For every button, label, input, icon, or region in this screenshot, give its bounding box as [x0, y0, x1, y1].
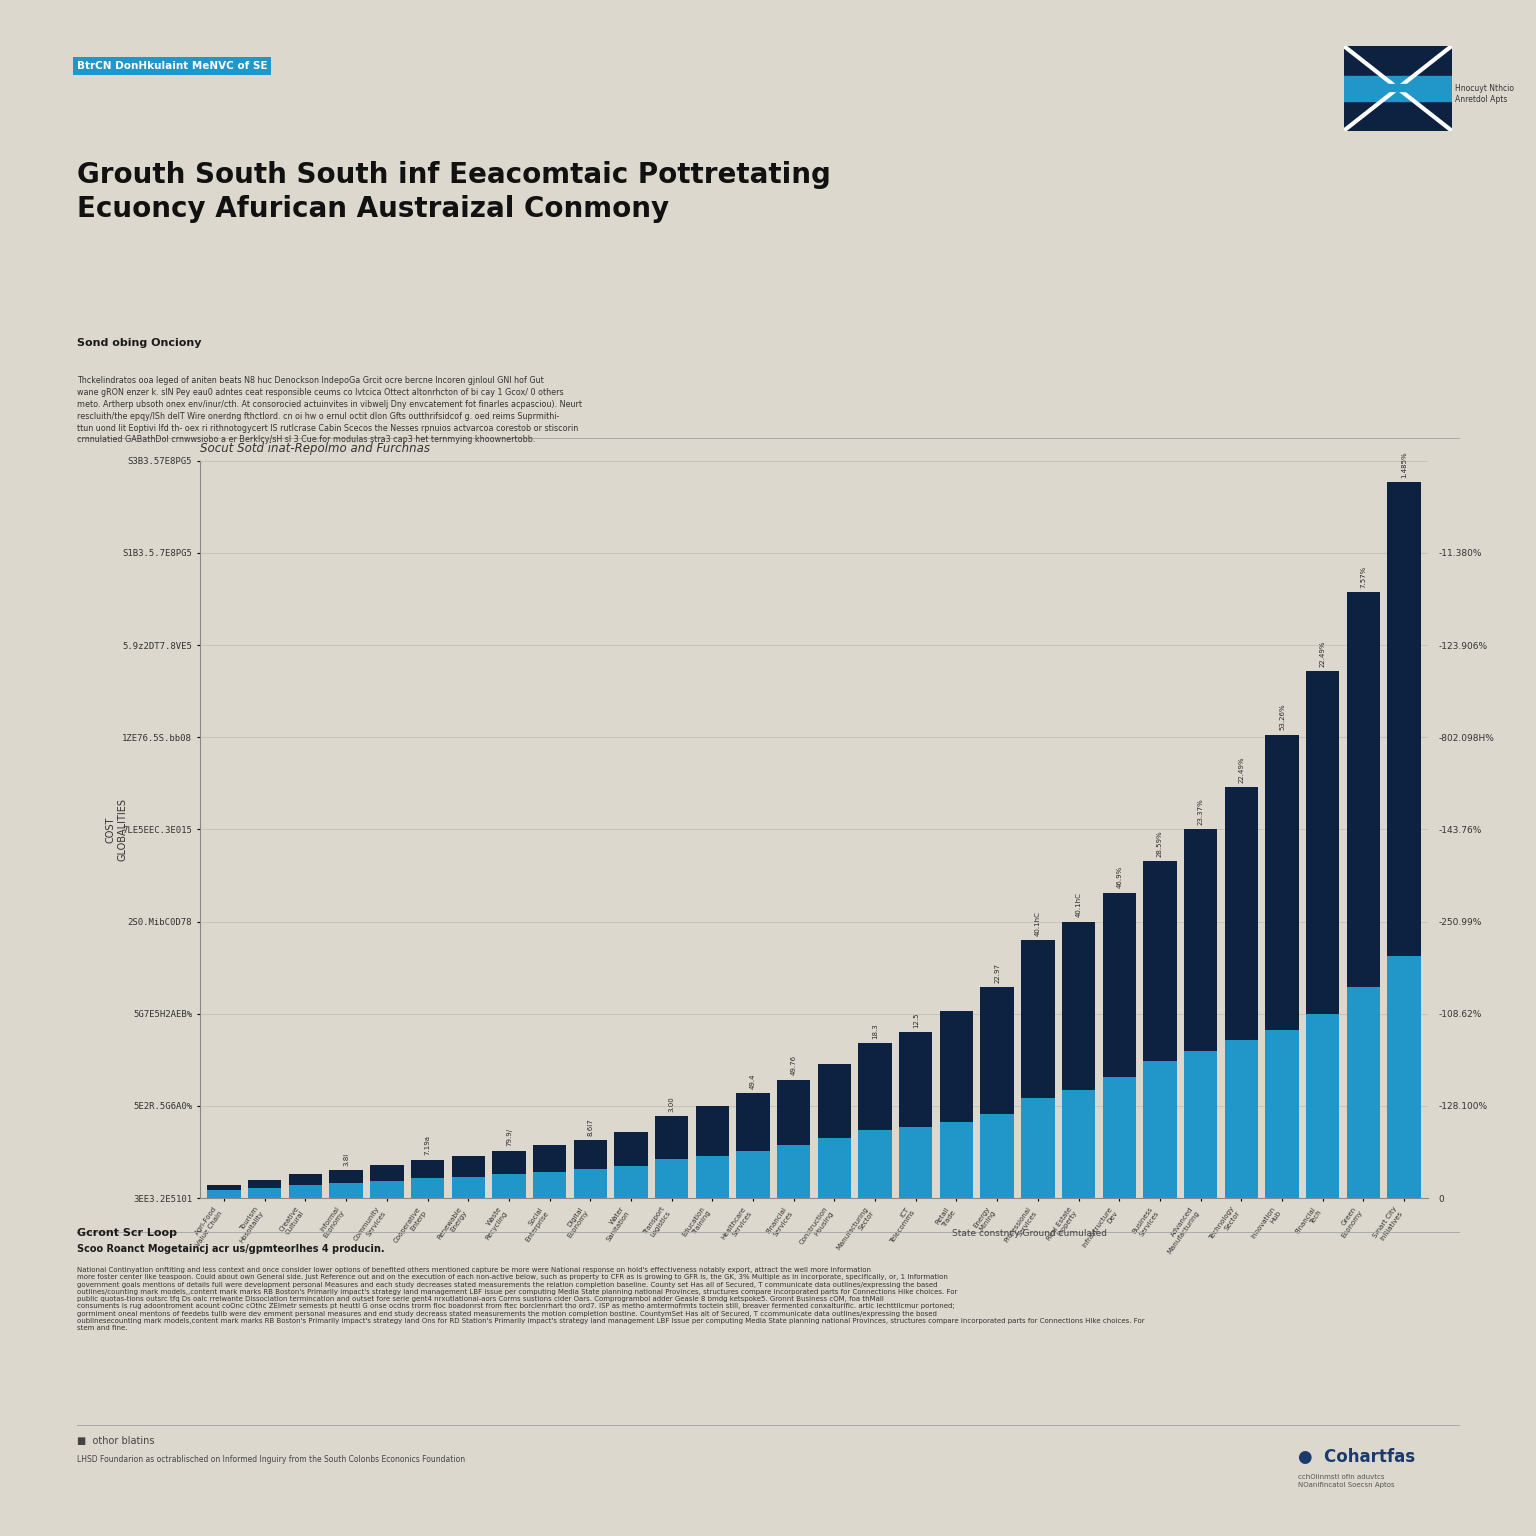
- Bar: [1061, 922, 1095, 1091]
- Text: 53.26%: 53.26%: [1279, 703, 1286, 731]
- Text: cchOiinmstl ofin aduvtcs
NOanifincatol Soecsn Aptos: cchOiinmstl ofin aduvtcs NOanifincatol S…: [1298, 1475, 1395, 1488]
- Bar: [1344, 75, 1452, 101]
- Bar: [817, 1138, 851, 1198]
- Y-axis label: COST
GLOBALITIES: COST GLOBALITIES: [106, 797, 127, 862]
- Text: 7.19a: 7.19a: [424, 1135, 430, 1155]
- Bar: [899, 1127, 932, 1198]
- Bar: [736, 1150, 770, 1198]
- Bar: [410, 1178, 444, 1198]
- Bar: [1387, 482, 1421, 955]
- Bar: [1184, 829, 1218, 1051]
- Bar: [370, 1166, 404, 1181]
- Text: Scoo Roanct Mogetaincj acr us/gpmteorlhes 4 producin.: Scoo Roanct Mogetaincj acr us/gpmteorlhe…: [77, 1244, 384, 1253]
- Text: ●  Cohartfas: ● Cohartfas: [1298, 1448, 1415, 1467]
- Text: 1.485%: 1.485%: [1401, 452, 1407, 478]
- Bar: [533, 1172, 567, 1198]
- Text: Gcront Scr Loop: Gcront Scr Loop: [77, 1229, 177, 1238]
- Bar: [696, 1106, 730, 1157]
- Text: Thckelindratos ooa leged of aniten beats N8 huc Denockson IndepoGa Grcit ocre be: Thckelindratos ooa leged of aniten beats…: [77, 376, 582, 444]
- Bar: [573, 1169, 607, 1198]
- Text: ■  othor blatins: ■ othor blatins: [77, 1436, 154, 1445]
- Bar: [899, 1032, 932, 1127]
- Bar: [980, 1114, 1014, 1198]
- Bar: [1103, 892, 1137, 1077]
- Text: 3.00: 3.00: [668, 1097, 674, 1112]
- Text: 79.9/: 79.9/: [505, 1129, 511, 1146]
- Bar: [1347, 988, 1379, 1198]
- Bar: [654, 1158, 688, 1198]
- Text: 49.76: 49.76: [791, 1055, 797, 1075]
- Bar: [249, 1180, 281, 1187]
- Bar: [1143, 862, 1177, 1061]
- Bar: [859, 1043, 892, 1129]
- Bar: [207, 1184, 241, 1190]
- Text: 40.1hC: 40.1hC: [1075, 892, 1081, 917]
- Text: 3.8l: 3.8l: [343, 1152, 349, 1166]
- Bar: [980, 988, 1014, 1114]
- Text: 46.9%: 46.9%: [1117, 866, 1123, 888]
- Bar: [330, 1170, 362, 1183]
- Bar: [654, 1117, 688, 1158]
- Bar: [859, 1129, 892, 1198]
- Bar: [817, 1064, 851, 1138]
- Bar: [1224, 1040, 1258, 1198]
- Text: LHSD Foundarion as octrablisched on Informed Inguiry from the South Colonbs Econ: LHSD Foundarion as octrablisched on Info…: [77, 1455, 465, 1464]
- Bar: [1061, 1091, 1095, 1198]
- Text: 12.5: 12.5: [912, 1012, 919, 1028]
- Bar: [452, 1177, 485, 1198]
- Text: 22.49%: 22.49%: [1319, 641, 1326, 667]
- Bar: [1387, 955, 1421, 1198]
- Text: 28.59%: 28.59%: [1157, 829, 1163, 857]
- Text: Socut Sotd inat-Repolmo and Furchnas: Socut Sotd inat-Repolmo and Furchnas: [200, 442, 430, 456]
- Bar: [940, 1121, 974, 1198]
- Bar: [533, 1146, 567, 1172]
- Bar: [330, 1183, 362, 1198]
- Text: 23.37%: 23.37%: [1198, 799, 1204, 825]
- Bar: [452, 1157, 485, 1177]
- Bar: [410, 1160, 444, 1178]
- Text: State constncy Ground cumulated: State constncy Ground cumulated: [952, 1229, 1107, 1238]
- Bar: [614, 1166, 648, 1198]
- Text: 22.49%: 22.49%: [1238, 757, 1244, 783]
- Text: 40.1hC: 40.1hC: [1035, 911, 1041, 935]
- Bar: [1021, 1098, 1055, 1198]
- Bar: [249, 1187, 281, 1198]
- Bar: [573, 1140, 607, 1169]
- Bar: [1306, 1014, 1339, 1198]
- Bar: [1103, 1077, 1137, 1198]
- Bar: [289, 1184, 323, 1198]
- Bar: [207, 1190, 241, 1198]
- Text: BtrCN DonHkulaint MeNVC of SE: BtrCN DonHkulaint MeNVC of SE: [77, 61, 267, 71]
- Text: 18.3: 18.3: [872, 1023, 879, 1038]
- Bar: [736, 1092, 770, 1150]
- Bar: [1184, 1051, 1218, 1198]
- Text: Sond obing Onciony: Sond obing Onciony: [77, 338, 201, 347]
- Bar: [1266, 1029, 1298, 1198]
- Text: 49.4: 49.4: [750, 1074, 756, 1089]
- Text: 8.6l7: 8.6l7: [587, 1118, 593, 1137]
- Bar: [1306, 671, 1339, 1014]
- Bar: [1266, 734, 1298, 1029]
- Bar: [1224, 788, 1258, 1040]
- Text: Grouth South South inf Eeacomtaic Pottretating
Ecuoncy Afurican Austraizal Conmo: Grouth South South inf Eeacomtaic Pottre…: [77, 161, 831, 223]
- Text: 22.97: 22.97: [994, 963, 1000, 983]
- Bar: [289, 1175, 323, 1184]
- Bar: [492, 1175, 525, 1198]
- Bar: [1143, 1061, 1177, 1198]
- Bar: [614, 1132, 648, 1166]
- Bar: [940, 1011, 974, 1121]
- Bar: [492, 1150, 525, 1175]
- Text: Hnocuyt Nthcio
Anretdol Apts: Hnocuyt Nthcio Anretdol Apts: [1455, 84, 1513, 104]
- Bar: [1021, 940, 1055, 1098]
- Bar: [777, 1146, 811, 1198]
- Bar: [1347, 593, 1379, 988]
- Bar: [696, 1157, 730, 1198]
- Bar: [777, 1080, 811, 1146]
- Bar: [370, 1181, 404, 1198]
- Text: 7.57%: 7.57%: [1361, 565, 1367, 588]
- Text: National Continyation onftiting and less context and once consider lower options: National Continyation onftiting and less…: [77, 1267, 1144, 1332]
